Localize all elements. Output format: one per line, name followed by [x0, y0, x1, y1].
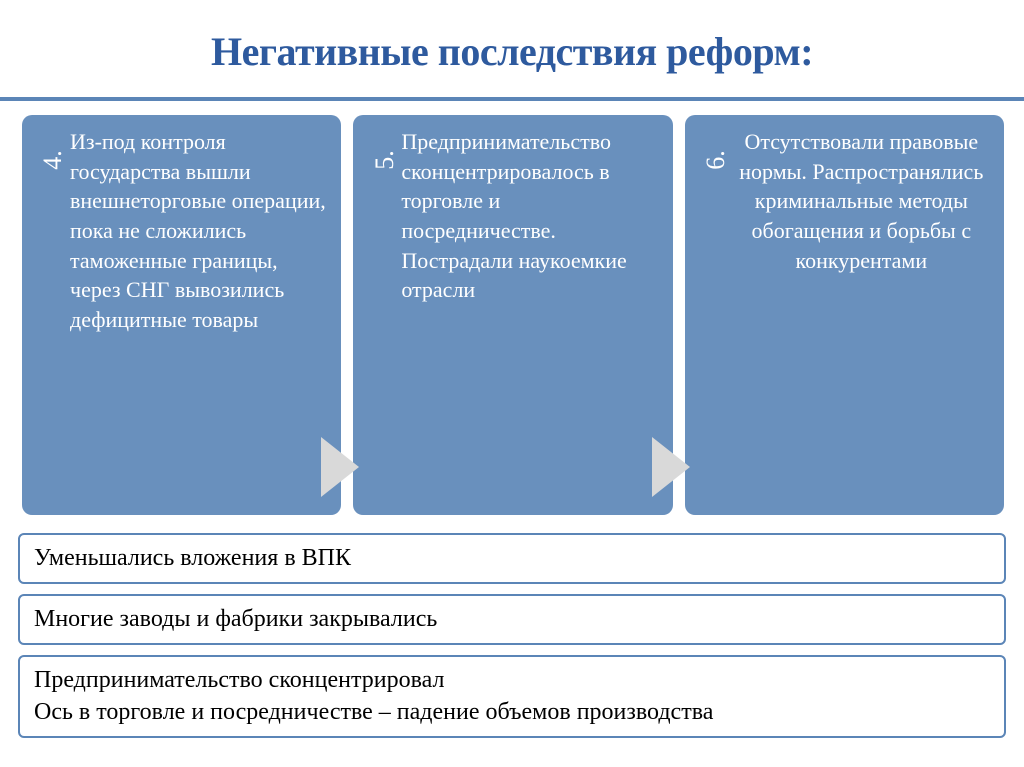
info-box: Уменьшались вложения в ВПК [18, 533, 1006, 584]
arrow-icon [652, 437, 690, 497]
card-number-wrap: 5. [367, 127, 401, 497]
card-number: 5. [369, 150, 399, 170]
card-text: Предпринимательство сконцентрировалось в… [401, 127, 658, 497]
card-text: Из-под контроля государства вышли внешне… [70, 127, 327, 497]
boxes-column: Уменьшались вложения в ВПК Многие заводы… [0, 525, 1024, 738]
info-box: Многие заводы и фабрики закрывались [18, 594, 1006, 645]
card-number: 6. [701, 150, 731, 170]
info-box: Предпринимательство сконцентрировалОсь в… [18, 655, 1006, 737]
card-5: 5. Предпринимательство сконцентрировалос… [353, 115, 672, 515]
card-6: 6. Отсутствовали правовые нормы. Распрос… [685, 115, 1004, 515]
card-number-wrap: 4. [36, 127, 70, 497]
slide-title: Негативные последствия реформ: [0, 0, 1024, 97]
card-number: 4. [38, 150, 68, 170]
card-number-wrap: 6. [699, 127, 733, 497]
card-text: Отсутствовали правовые нормы. Распростра… [733, 127, 990, 497]
cards-row: 4. Из-под контроля государства вышли вне… [0, 101, 1024, 525]
card-4: 4. Из-под контроля государства вышли вне… [22, 115, 341, 515]
arrow-icon [321, 437, 359, 497]
